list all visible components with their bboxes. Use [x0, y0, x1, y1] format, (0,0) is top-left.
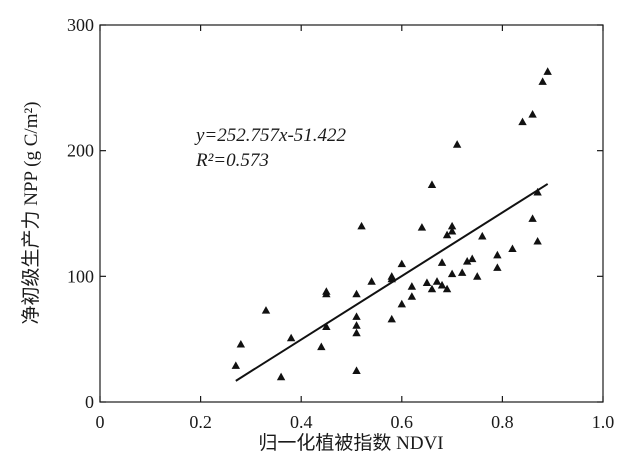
x-tick-label: 1.0 — [592, 412, 615, 432]
data-point — [468, 254, 477, 263]
data-point — [352, 289, 361, 298]
x-tick-label: 0.6 — [391, 412, 414, 432]
data-point — [387, 314, 396, 323]
data-point — [447, 221, 457, 230]
data-point — [286, 333, 296, 342]
y-tick-label: 0 — [85, 392, 94, 412]
data-point — [417, 223, 427, 231]
data-point — [432, 277, 442, 285]
data-point — [427, 284, 437, 293]
data-point — [462, 257, 472, 265]
data-point — [407, 292, 417, 300]
data-point — [397, 259, 406, 268]
tick-labels: 0 0.2 0.4 0.6 0.8 1.0 0 100 200 300 — [67, 15, 614, 432]
x-tick-label: 0.2 — [189, 412, 212, 432]
data-point — [493, 250, 502, 259]
x-tick-label: 0.8 — [491, 412, 514, 432]
data-point — [352, 328, 361, 337]
data-point — [236, 339, 246, 348]
data-point — [508, 244, 517, 253]
data-point — [452, 140, 462, 148]
regression-equation: y=252.757x-51.422 — [194, 125, 347, 146]
data-point — [518, 117, 527, 126]
data-point — [437, 280, 447, 289]
data-point — [276, 372, 286, 381]
data-point — [473, 272, 482, 280]
regression-line — [235, 183, 549, 382]
data-point — [528, 214, 537, 222]
data-point — [367, 277, 376, 285]
data-point — [352, 321, 361, 329]
y-tick-label: 100 — [67, 266, 94, 286]
x-axis-title: 归一化植被指数 NDVI — [258, 432, 443, 454]
data-point — [407, 282, 417, 290]
data-point — [528, 110, 537, 118]
data-point — [357, 221, 366, 230]
data-point — [352, 312, 361, 320]
plot-frame — [99, 24, 604, 403]
data-point — [397, 299, 406, 308]
data-point — [447, 226, 457, 235]
y-tick-label: 200 — [67, 141, 94, 161]
axis-ticks — [99, 24, 604, 403]
data-point — [437, 258, 447, 266]
data-point — [538, 77, 547, 85]
data-point — [533, 236, 542, 245]
data-point — [457, 268, 467, 276]
data-point — [447, 269, 457, 278]
x-tick-label: 0.4 — [290, 412, 313, 432]
data-point — [543, 67, 552, 75]
data-point — [317, 342, 326, 351]
data-point — [442, 284, 452, 293]
y-axis-title: 净初级生产力 NPP (g C/m²) — [20, 102, 42, 325]
y-tick-label: 300 — [67, 15, 94, 35]
r-squared-label: R²=0.573 — [195, 150, 269, 171]
data-point — [261, 306, 271, 314]
data-point — [478, 231, 487, 240]
data-point — [427, 180, 437, 188]
data-point — [231, 361, 241, 369]
data-point — [533, 187, 542, 196]
data-point — [322, 322, 331, 330]
data-point — [442, 230, 452, 239]
data-points — [231, 67, 552, 381]
data-point — [493, 263, 502, 271]
data-point — [322, 287, 331, 295]
data-point — [387, 272, 396, 280]
x-tick-label: 0 — [96, 412, 105, 432]
data-point — [422, 278, 432, 286]
data-point — [352, 366, 361, 374]
